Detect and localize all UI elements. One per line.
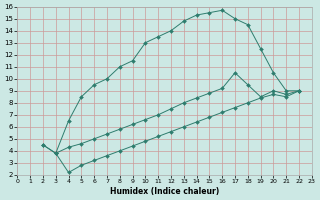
X-axis label: Humidex (Indice chaleur): Humidex (Indice chaleur)	[110, 187, 219, 196]
